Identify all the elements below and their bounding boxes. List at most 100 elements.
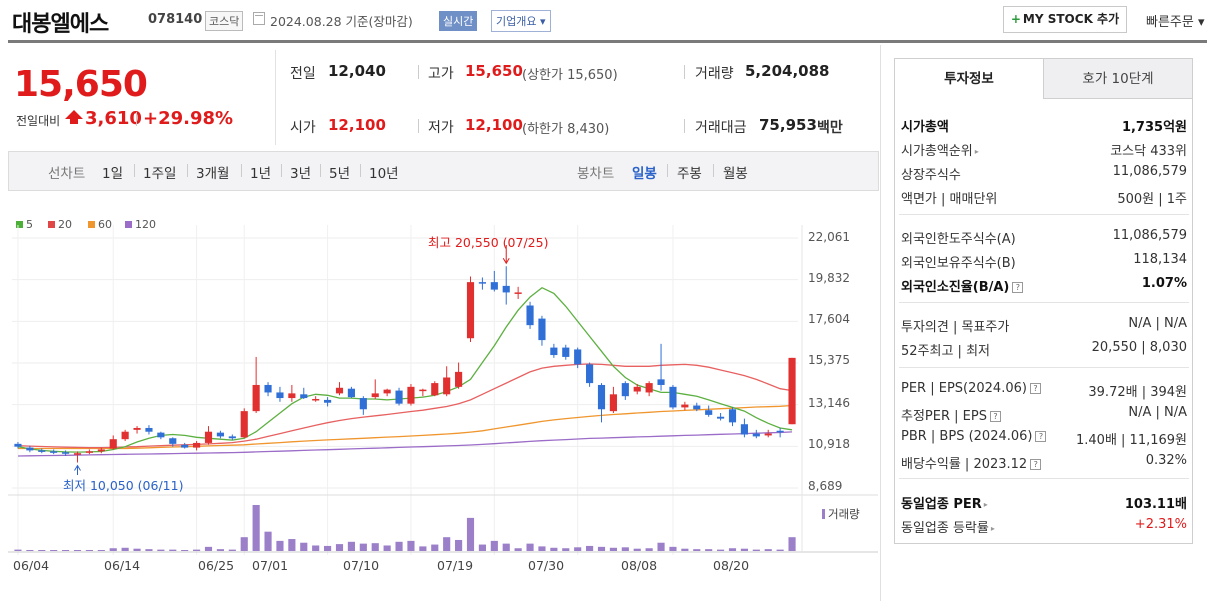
- candle-body: [359, 398, 367, 410]
- invest-row: 52주최고 | 최저 20,550 | 8,030: [901, 340, 1187, 360]
- divider: [360, 164, 361, 177]
- tab-1year[interactable]: 1년: [250, 166, 272, 182]
- volume-bar: [264, 531, 272, 551]
- volume-bar: [240, 537, 248, 551]
- candle-body: [502, 285, 510, 293]
- open-value: 12,100: [328, 116, 386, 134]
- invest-row-label: PBR | BPS (2024.06)?: [901, 429, 1047, 444]
- volume-bar: [312, 545, 320, 551]
- candle-body: [574, 349, 582, 365]
- candle-body: [73, 453, 82, 455]
- divider: [281, 164, 282, 177]
- volume-bar: [455, 539, 463, 551]
- candle-body: [216, 432, 224, 437]
- invest-row-label-text: 52주최고 | 최저: [901, 344, 990, 359]
- invest-row[interactable]: 외국인소진율(B/A)? 1.07%: [901, 276, 1187, 296]
- tab-3month[interactable]: 3개월: [196, 166, 230, 182]
- tab-3year[interactable]: 3년: [290, 166, 312, 182]
- tab-1day[interactable]: 1일: [102, 166, 124, 182]
- realtime-button[interactable]: 실시간: [439, 11, 478, 31]
- volume-bar: [193, 549, 201, 551]
- candle-body: [728, 409, 737, 423]
- candle-body: [204, 431, 213, 443]
- candle-body: [14, 443, 22, 447]
- invest-row-value: +2.31%: [1134, 517, 1187, 532]
- x-tick-label: 06/14: [104, 558, 141, 573]
- volume-bar: [288, 539, 296, 551]
- invest-row[interactable]: 시가총액순위 ▸ 코스닥 433위: [901, 140, 1187, 160]
- add-mystock-button[interactable]: + MY STOCK 추가: [1003, 6, 1127, 33]
- divider: [667, 164, 668, 177]
- x-tick-label: 08/08: [621, 558, 658, 573]
- invest-row[interactable]: 추정PER | EPS? N/A | N/A: [901, 405, 1187, 425]
- chevron-right-icon[interactable]: ▸: [990, 524, 995, 533]
- help-icon[interactable]: ?: [1030, 459, 1042, 470]
- chevron-right-icon[interactable]: ▸: [983, 500, 988, 509]
- volume-bar: [145, 549, 153, 551]
- y-tick-label: 15,375: [808, 353, 850, 367]
- candle-body: [645, 383, 653, 393]
- volume-bar: [478, 544, 486, 551]
- invest-row[interactable]: 동일업종 PER ▸ 103.11배: [901, 493, 1187, 513]
- invest-row[interactable]: PER | EPS(2024.06)? 39.72배 | 394원: [901, 381, 1187, 401]
- tab-5year[interactable]: 5년: [329, 166, 351, 182]
- candle-body: [383, 389, 391, 394]
- help-icon[interactable]: ?: [1012, 282, 1024, 293]
- candle-body: [193, 442, 201, 448]
- help-icon[interactable]: ?: [1029, 383, 1041, 394]
- candle-body: [705, 410, 713, 415]
- tab-invest-info[interactable]: 투자정보: [894, 58, 1044, 99]
- invest-row[interactable]: 동일업종 등락률 ▸ +2.31%: [901, 517, 1187, 537]
- volume-bar: [324, 545, 332, 551]
- tab-orderbook[interactable]: 호가 10단계: [1043, 58, 1193, 99]
- legend-label: 20: [58, 218, 72, 231]
- volume-bar: [157, 549, 165, 551]
- invest-row-value: 20,550 | 8,030: [1091, 340, 1187, 355]
- current-price: 15,650: [14, 64, 148, 105]
- invest-row-label: 동일업종 PER ▸: [901, 493, 988, 512]
- tab-1week[interactable]: 1주일: [143, 166, 177, 182]
- diff-label: 전일대비: [16, 114, 61, 128]
- tab-10year[interactable]: 10년: [369, 166, 399, 182]
- volume-value: 5,204,088: [745, 62, 830, 80]
- chevron-right-icon[interactable]: ▸: [974, 147, 979, 156]
- candle-body: [288, 393, 296, 399]
- quick-order-dropdown[interactable]: 빠른주문 ▾: [1146, 15, 1205, 30]
- volume-bar: [538, 546, 546, 551]
- high-label: 고가: [428, 66, 454, 82]
- help-icon[interactable]: ?: [989, 411, 1001, 422]
- invest-row-label: 52주최고 | 최저: [901, 340, 990, 359]
- candle-body: [740, 424, 748, 435]
- invest-row[interactable]: PBR | BPS (2024.06)? 1.40배 | 11,169원: [901, 429, 1187, 449]
- legend-label: 120: [135, 218, 156, 231]
- company-info-dropdown[interactable]: 기업개요 ▾: [491, 10, 551, 32]
- volume-bar: [216, 549, 224, 551]
- volume-bar: [62, 550, 70, 551]
- volume-bar: [85, 550, 93, 551]
- invest-row-label: 외국인한도주식수(A): [901, 228, 1016, 247]
- low-annotation: 최저 10,050 (06/11): [63, 478, 184, 493]
- volume-bar: [705, 549, 713, 551]
- tab-daily[interactable]: 일봉: [632, 166, 657, 182]
- calendar-icon: [253, 12, 265, 25]
- help-icon[interactable]: ?: [1035, 431, 1047, 442]
- candle-body: [38, 450, 46, 452]
- candle-body: [300, 394, 308, 399]
- volume-bar: [562, 548, 570, 551]
- invest-row-label: 시가총액순위 ▸: [901, 140, 979, 159]
- legend-label: 5: [26, 218, 33, 231]
- volume-bar: [752, 549, 760, 551]
- y-tick-label: 17,604: [808, 312, 850, 326]
- invest-row: 외국인보유주식수(B) 118,134: [901, 252, 1187, 272]
- volume-bar: [740, 548, 748, 551]
- price-chart[interactable]: [8, 205, 878, 595]
- invest-row: 투자의견 | 목표주가 N/A | N/A: [901, 316, 1187, 336]
- invest-row[interactable]: 배당수익률 | 2023.12? 0.32%: [901, 453, 1187, 473]
- high-arrowhead: [502, 257, 510, 265]
- tab-monthly[interactable]: 월봉: [723, 166, 748, 182]
- volume-legend-swatch: [822, 509, 825, 519]
- invest-row-value: 1.07%: [1141, 276, 1187, 291]
- tab-weekly[interactable]: 주봉: [677, 166, 702, 182]
- candle-body: [466, 282, 475, 339]
- candle-body: [312, 398, 320, 401]
